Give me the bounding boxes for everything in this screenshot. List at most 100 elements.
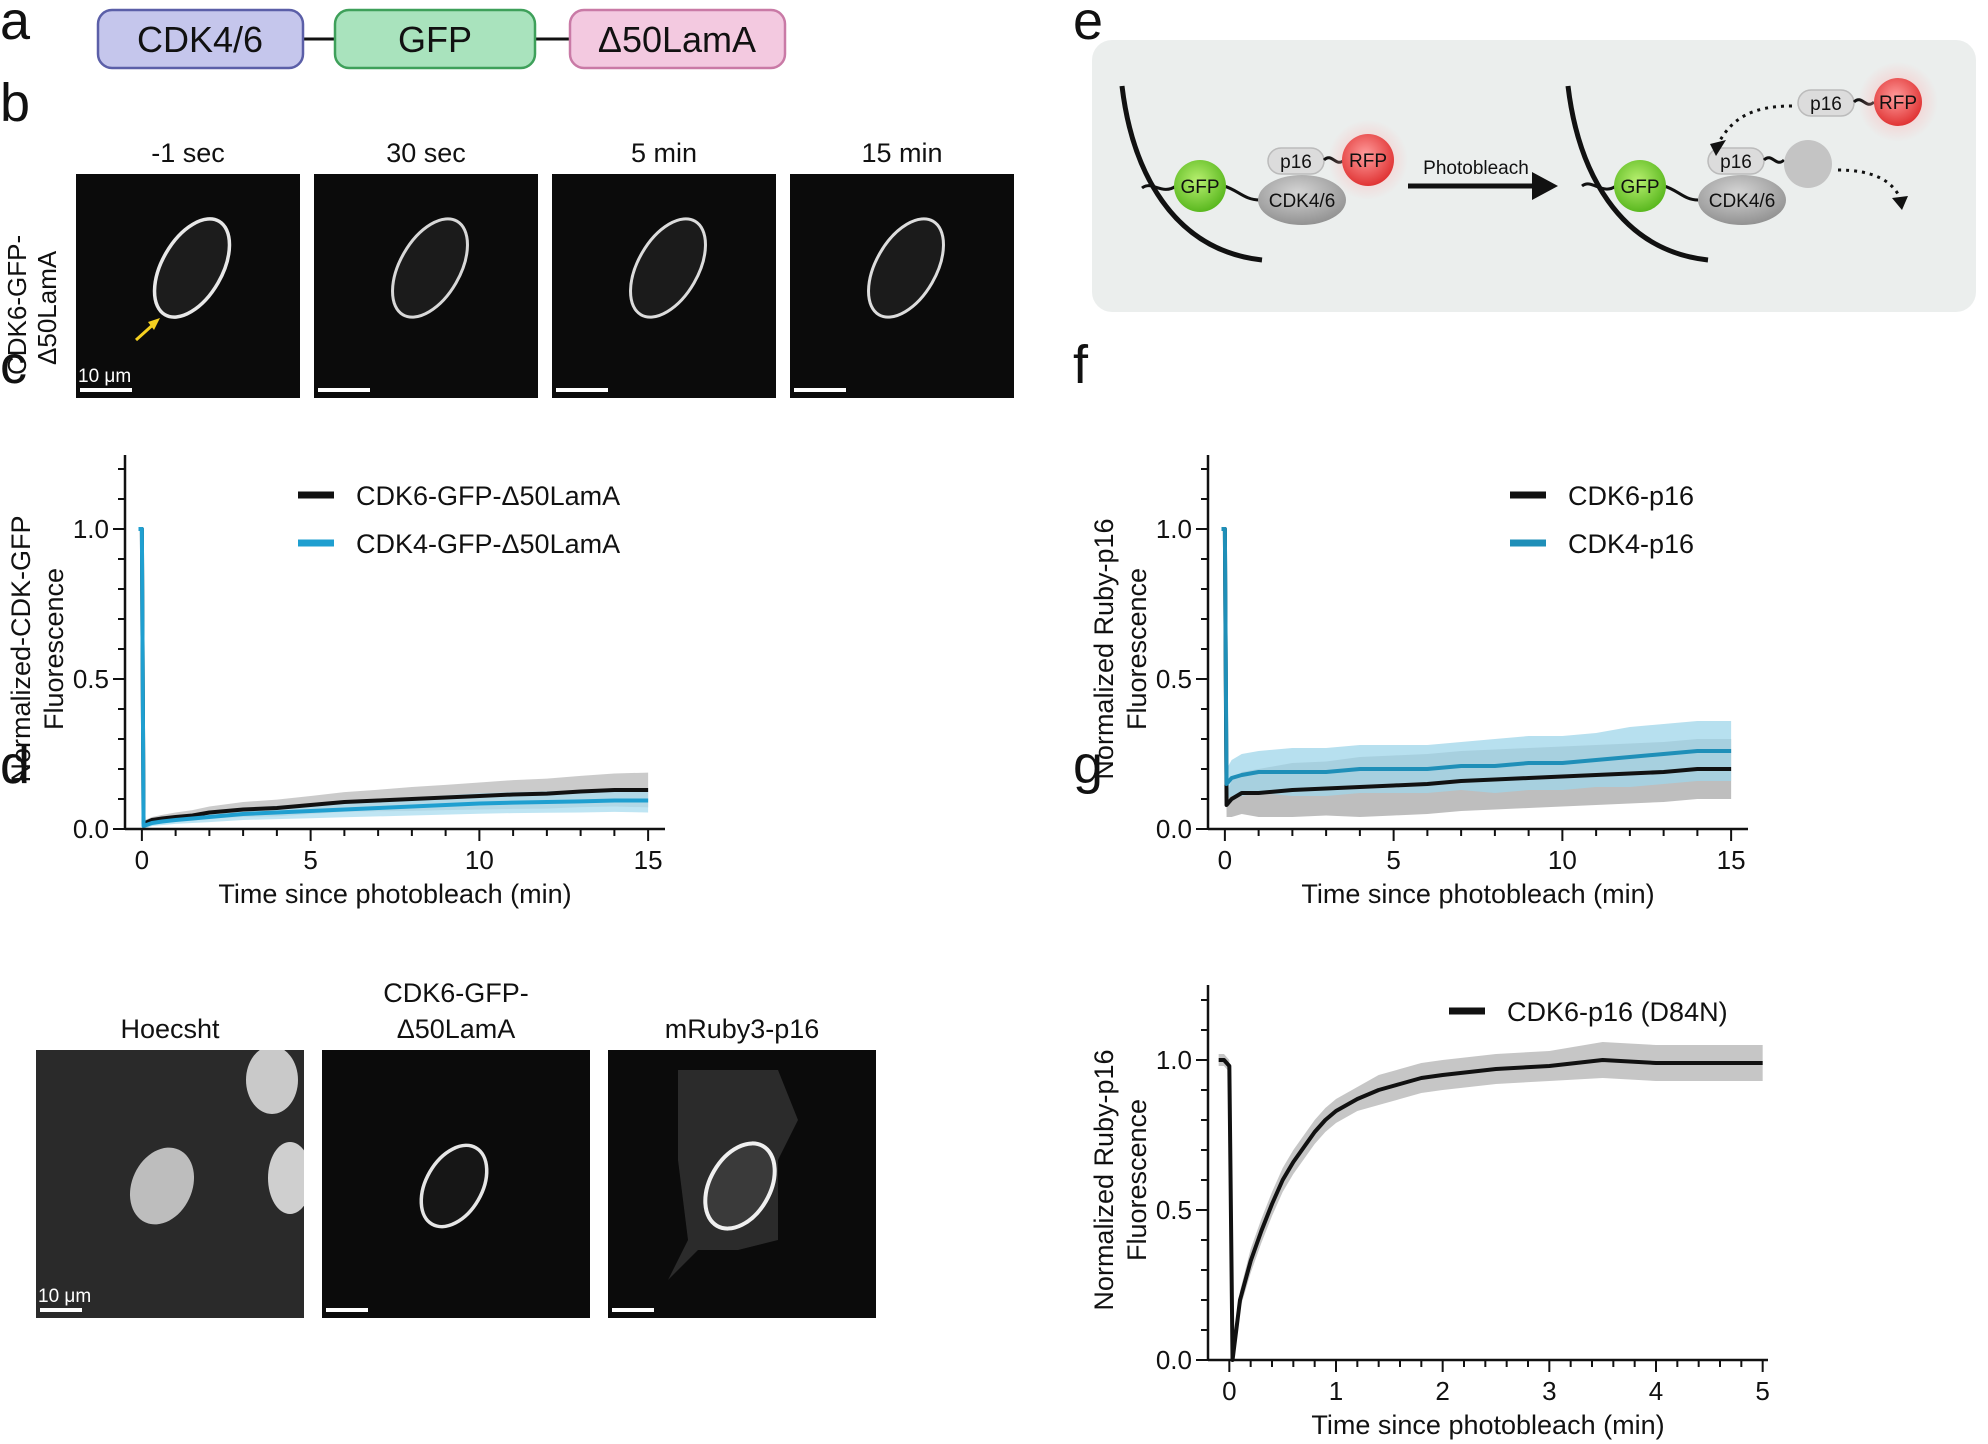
scalebar [326, 1308, 368, 1312]
y-axis-label-line2: Fluorescence [39, 568, 69, 730]
exchange-arrow-in [1716, 104, 1793, 145]
timepoint-label: 15 min [861, 138, 943, 168]
y-tick-label: 0.0 [1156, 814, 1192, 844]
gfp-label-right: GFP [1620, 177, 1659, 198]
gfp-label-left: GFP [1180, 177, 1219, 198]
x-tick-label: 2 [1435, 1376, 1449, 1406]
p16-pill-incoming [1797, 89, 1855, 117]
series-line [138, 527, 649, 825]
x-tick-label: 10 [465, 845, 494, 875]
p16-label-incoming: p16 [1810, 94, 1842, 115]
x-tick-label: 0 [1218, 845, 1232, 875]
scalebar-label: 10 μm [78, 366, 132, 387]
exchange-arrow-out [1837, 168, 1902, 199]
series-line [138, 527, 649, 828]
image-title-cdk6-line2: Δ50LamA [396, 1014, 516, 1044]
p16-pill-right [1707, 147, 1765, 175]
x-tick-label: 4 [1649, 1376, 1663, 1406]
micrograph-hoechst: 10 μm [36, 1050, 304, 1318]
nuclear-envelope-right [1565, 85, 1709, 263]
gfp-box [333, 8, 537, 70]
image-title-hoechst: Hoecsht [120, 1014, 220, 1044]
scalebar-label: 10 μm [38, 1286, 92, 1307]
lam-box [568, 8, 787, 70]
y-axis-label-line1: Normalized-CDK-GFP [6, 515, 36, 782]
y-tick-label: 0.5 [1156, 1195, 1192, 1225]
x-tick-label: 10 [1548, 845, 1577, 875]
micrograph-cdk6 [322, 1050, 590, 1318]
scalebar [80, 388, 132, 392]
x-tick-label: 5 [1386, 845, 1400, 875]
y-tick-label: 0.0 [1156, 1345, 1192, 1375]
micrograph-frame [552, 174, 776, 398]
b-ylabel-line1: CDK6-GFP- [2, 235, 32, 375]
timepoint-label: -1 sec [151, 138, 225, 168]
legend-label: CDK6-p16 [1568, 481, 1694, 511]
y-tick-label: 0.5 [1156, 664, 1192, 694]
scalebar [318, 388, 370, 392]
rfp-sphere-incoming [1874, 78, 1922, 126]
x-axis-label: Time since photobleach (min) [218, 879, 571, 909]
error-band [138, 529, 649, 826]
nuclear-envelope-left [1119, 85, 1263, 263]
y-axis-label-line2: Fluorescence [1122, 1099, 1152, 1261]
micrograph-p16 [608, 1050, 876, 1318]
cdk-box [96, 8, 305, 70]
y-axis-label-line1: Normalized Ruby-p16 [1089, 518, 1119, 779]
panel-letter-f: f [1073, 335, 1089, 395]
micrograph-frame [314, 174, 538, 398]
construct-diagram: CDK4/6 GFP Δ50LamA [96, 8, 787, 70]
panel-letter-d: d [0, 735, 31, 795]
cdk-label-left: CDK4/6 [1269, 191, 1336, 212]
y-tick-label: 1.0 [1156, 514, 1192, 544]
x-tick-label: 3 [1542, 1376, 1556, 1406]
gfp-box-label: GFP [398, 19, 472, 60]
legend-label: CDK4-p16 [1568, 529, 1694, 559]
panel-letter-e: e [1073, 0, 1104, 51]
x-tick-label: 15 [1717, 845, 1746, 875]
gfp-sphere-right [1614, 160, 1666, 212]
rfp-sphere-left [1342, 134, 1394, 186]
bleached-sphere [1784, 140, 1832, 188]
x-tick-label: 0 [135, 845, 149, 875]
chart-f: 0.0 0.5 1.0 0 5 10 15 Time since photobleach (m… [1089, 455, 1748, 909]
x-tick-label: 15 [634, 845, 663, 875]
scalebar [556, 388, 608, 392]
y-tick-label: 1.0 [1156, 1045, 1192, 1075]
y-tick-label: 0.5 [73, 664, 109, 694]
photobleach-schematic: GFP CDK4/6 p16 RFP Photobleach GFP CDK4/… [1119, 62, 1938, 263]
gfp-sphere-left [1174, 160, 1226, 212]
micrograph-frame [790, 174, 1014, 398]
cdk-label-right: CDK4/6 [1709, 191, 1776, 212]
x-tick-label: 5 [1755, 1376, 1769, 1406]
series-line [1221, 527, 1732, 786]
series-line [1218, 1058, 1763, 1362]
panel-letter-b: b [0, 73, 31, 133]
lam-box-label: Δ50LamA [598, 19, 756, 60]
panel-letter-g: g [1073, 735, 1104, 795]
rfp-label-incoming: RFP [1879, 93, 1917, 114]
x-axis-label: Time since photobleach (min) [1301, 879, 1654, 909]
image-title-cdk6-line1: CDK6-GFP- [383, 978, 529, 1008]
chart-c: 0.0 0.5 1.0 0 5 10 15 Time since photobleach (m… [6, 455, 665, 909]
cdk-ellipse-right [1698, 175, 1786, 225]
y-axis-label-line1: Normalized Ruby-p16 [1089, 1049, 1119, 1310]
micrograph-frame: 10 μm [76, 174, 300, 398]
p16-pill-left [1267, 147, 1325, 175]
series-line [1221, 527, 1732, 807]
rfp-label-left: RFP [1349, 151, 1387, 172]
error-band [1221, 529, 1732, 799]
image-title-p16: mRuby3-p16 [664, 1014, 820, 1044]
photobleach-label: Photobleach [1423, 158, 1529, 179]
x-tick-label: 0 [1222, 1376, 1236, 1406]
panel-letter-c: c [0, 335, 27, 395]
cdk-ellipse-left [1258, 175, 1346, 225]
scalebar [794, 388, 846, 392]
timepoint-label: 30 sec [386, 138, 466, 168]
legend-label: CDK4-GFP-Δ50LamA [356, 529, 620, 559]
arrow-icon [134, 318, 160, 342]
y-axis-label-line2: Fluorescence [1122, 568, 1152, 730]
scalebar [612, 1308, 654, 1312]
x-tick-label: 1 [1329, 1376, 1343, 1406]
x-axis-label: Time since photobleach (min) [1311, 1410, 1664, 1440]
